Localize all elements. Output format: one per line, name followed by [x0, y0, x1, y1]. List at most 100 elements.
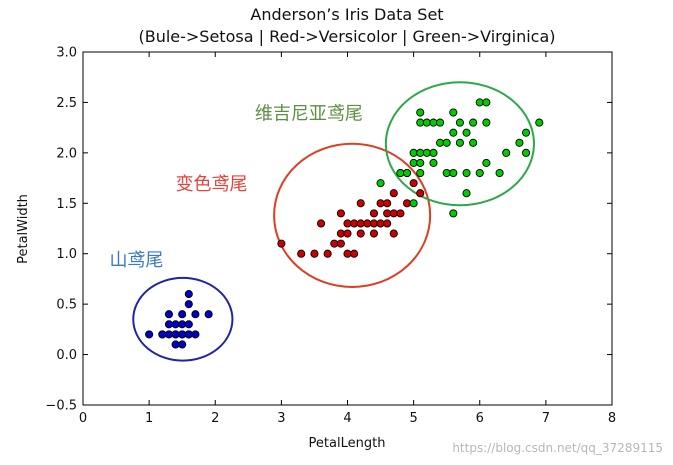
point-versicolor — [297, 249, 306, 258]
point-virginica — [409, 148, 418, 157]
point-versicolor — [350, 219, 359, 228]
point-versicolor — [356, 219, 365, 228]
point-virginica — [462, 168, 471, 178]
point-virginica — [482, 98, 491, 107]
point-virginica — [462, 189, 471, 198]
point-virginica — [449, 108, 458, 117]
point-virginica — [409, 158, 418, 167]
point-virginica — [455, 138, 464, 147]
y-axis-label: PetalWidth — [16, 194, 31, 264]
point-setosa — [184, 300, 193, 309]
point-virginica — [515, 138, 524, 147]
point-virginica — [409, 199, 418, 208]
chart-title: Anderson’s Iris Data Set — [250, 5, 443, 24]
point-setosa — [204, 310, 213, 319]
point-versicolor — [323, 249, 332, 258]
x-tick-label: 6 — [476, 411, 484, 426]
point-versicolor — [369, 209, 379, 218]
point-virginica — [449, 209, 458, 218]
point-setosa — [171, 320, 180, 329]
point-versicolor — [396, 209, 405, 218]
point-versicolor — [316, 219, 326, 228]
point-versicolor — [416, 189, 425, 198]
point-setosa — [191, 330, 200, 339]
point-versicolor — [376, 199, 385, 208]
point-virginica — [535, 118, 544, 127]
chart-subtitle: (Bule->Setosa | Red->Versicolor | Green-… — [138, 27, 555, 46]
point-versicolor — [389, 189, 398, 198]
point-virginica — [502, 148, 511, 157]
point-virginica — [429, 118, 438, 127]
point-versicolor — [376, 219, 385, 228]
point-versicolor — [336, 209, 345, 218]
point-versicolor — [383, 199, 392, 208]
point-virginica — [416, 148, 425, 157]
y-tick-label: 1.5 — [56, 197, 77, 212]
annotation-label-3: 山鸢尾 — [109, 250, 163, 271]
point-setosa — [158, 330, 167, 339]
point-virginica — [429, 158, 438, 167]
x-tick-label: 1 — [145, 411, 153, 426]
y-tick-label: 2.0 — [56, 146, 77, 161]
x-tick-label: 2 — [211, 411, 219, 426]
point-setosa — [171, 330, 180, 339]
x-tick-label: 5 — [409, 411, 417, 426]
point-versicolor — [363, 219, 372, 228]
x-tick-label: 7 — [542, 411, 550, 426]
point-virginica — [521, 148, 531, 157]
point-virginica — [462, 128, 471, 137]
point-versicolor — [343, 249, 352, 258]
plot-area: 0 1 2 3 4 5 6 7 8 −0.5 0.0 0.5 1.0 1.5 2.0 2.5 3.0 维吉尼亚鸢尾… — [45, 46, 616, 427]
point-setosa — [164, 320, 174, 329]
point-virginica — [396, 168, 405, 178]
point-setosa — [184, 330, 193, 339]
y-tick-label: −0.5 — [45, 399, 77, 414]
point-virginica — [455, 118, 464, 127]
point-setosa — [184, 290, 193, 299]
point-virginica — [422, 148, 431, 157]
point-virginica — [475, 168, 484, 178]
y-tick-label: 0.5 — [56, 298, 77, 313]
y-tick-label: 2.5 — [56, 96, 77, 111]
y-tick-label: 3.0 — [56, 46, 77, 61]
point-versicolor — [402, 199, 412, 208]
y-tick-label: 1.0 — [56, 247, 77, 262]
point-virginica — [482, 118, 491, 127]
point-versicolor — [343, 219, 352, 228]
point-virginica — [482, 158, 491, 167]
point-versicolor — [310, 249, 319, 258]
point-virginica — [475, 98, 484, 107]
point-virginica — [449, 128, 458, 137]
point-versicolor — [330, 239, 339, 248]
point-setosa — [178, 340, 187, 349]
point-virginica — [495, 168, 504, 178]
cluster-ellipse-3 — [384, 81, 535, 207]
point-versicolor — [336, 239, 345, 248]
point-setosa — [164, 330, 174, 339]
point-versicolor — [389, 229, 398, 238]
annotation-label-1: 维吉尼亚鸢尾 — [255, 104, 363, 125]
point-setosa — [178, 310, 187, 319]
point-virginica — [469, 138, 478, 147]
point-setosa — [184, 320, 193, 329]
point-virginica — [521, 128, 531, 137]
point-virginica — [416, 158, 425, 167]
y-tick-label: 0.0 — [56, 348, 77, 363]
point-virginica — [376, 179, 385, 188]
point-virginica — [436, 138, 445, 147]
x-tick-label: 8 — [608, 411, 616, 426]
point-versicolor — [369, 219, 379, 228]
point-virginica — [436, 118, 445, 127]
point-virginica — [416, 168, 425, 178]
point-versicolor — [356, 199, 365, 208]
point-versicolor — [369, 229, 379, 238]
x-axis-label: PetalLength — [309, 436, 386, 451]
point-setosa — [178, 320, 187, 329]
point-versicolor — [389, 209, 398, 218]
cluster-ellipse-2 — [273, 142, 432, 288]
annotation-label-2: 变色鸢尾 — [176, 174, 248, 195]
point-setosa — [145, 330, 154, 339]
x-tick-label: 0 — [79, 411, 87, 426]
point-versicolor — [343, 229, 352, 238]
